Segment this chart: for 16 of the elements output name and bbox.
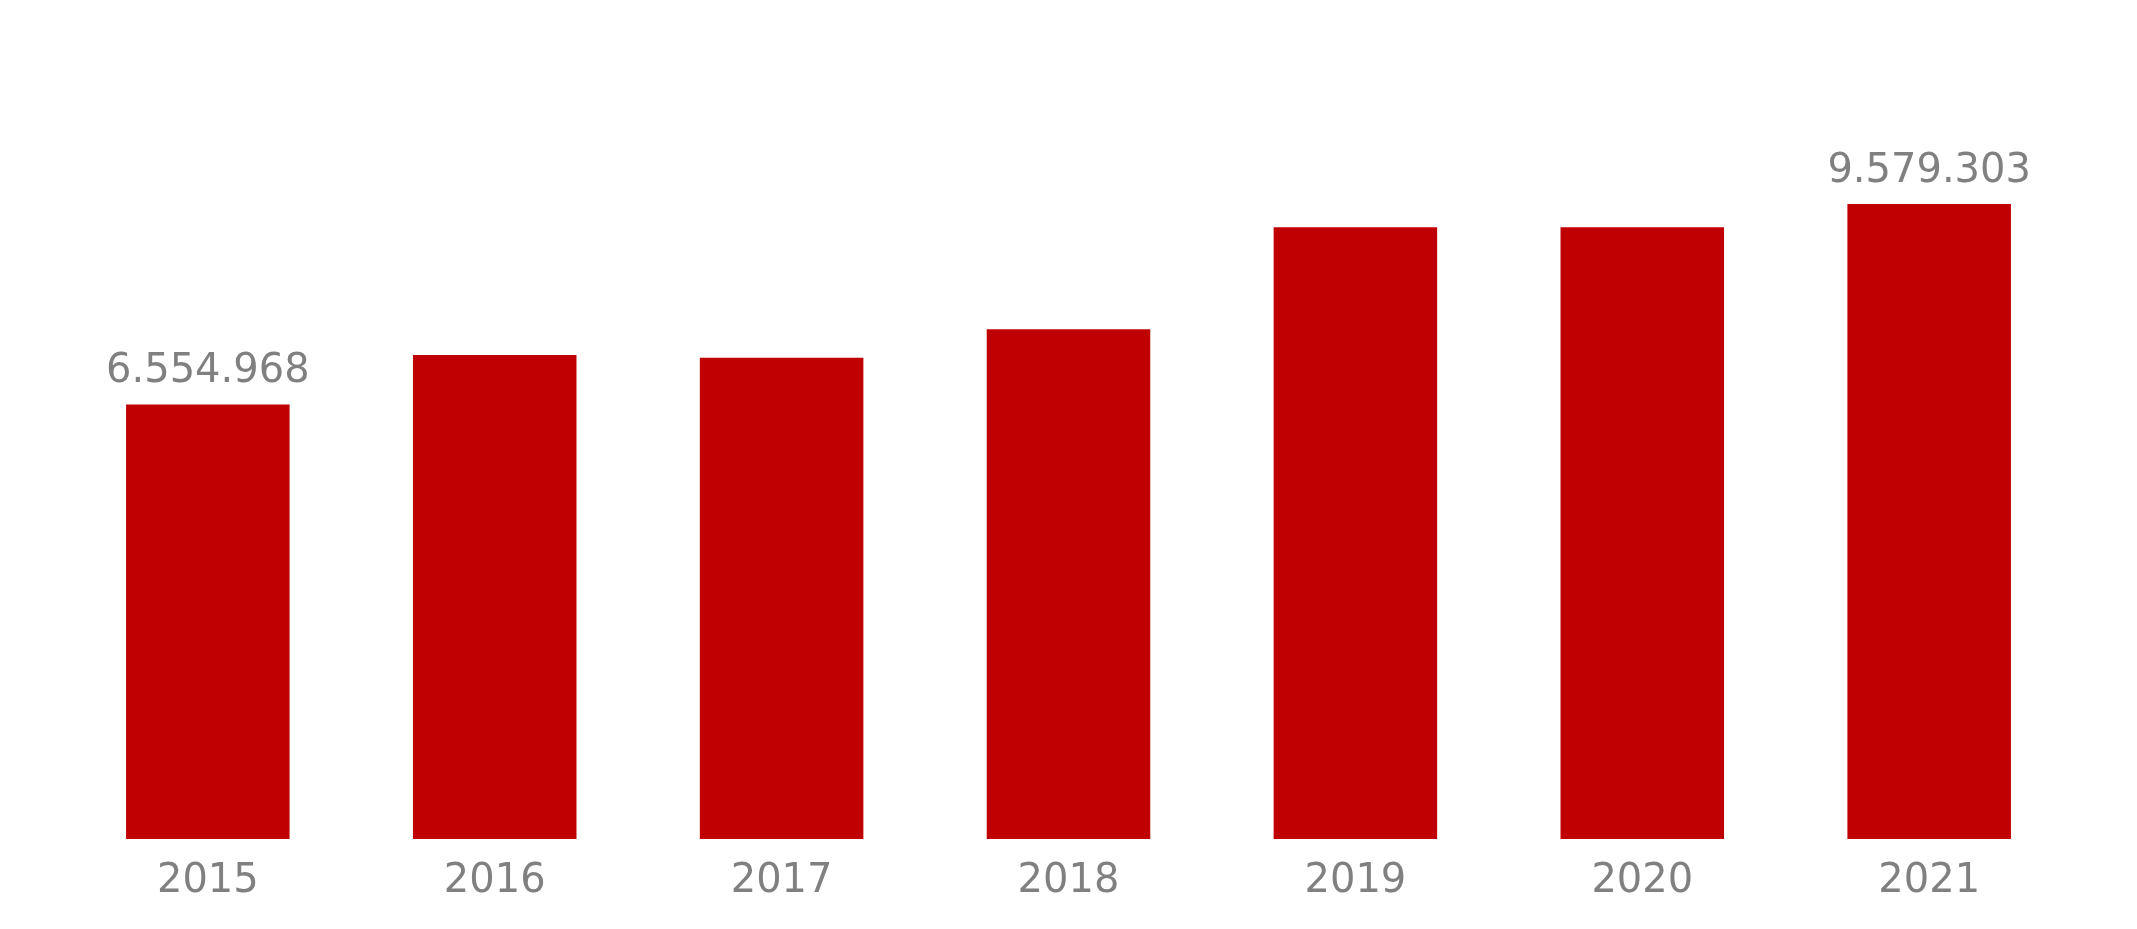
data-label: 6.554.968 [106, 345, 310, 392]
x-tick-label: 2020 [1591, 854, 1694, 901]
x-tick-label: 2021 [1878, 854, 1981, 901]
bar [1273, 227, 1438, 839]
bar [412, 355, 577, 839]
x-tick-label: 2018 [1017, 854, 1120, 901]
bar [699, 357, 864, 839]
x-tick-label: 2019 [1304, 854, 1407, 901]
bar [1847, 204, 2011, 839]
x-tick-label: 2016 [443, 854, 546, 901]
bar [126, 404, 290, 839]
bar [986, 329, 1151, 839]
data-label: 9.579.303 [1827, 145, 2031, 191]
bar [1560, 227, 1725, 839]
x-tick-label: 2015 [156, 854, 259, 901]
x-tick-label: 2017 [730, 854, 833, 901]
